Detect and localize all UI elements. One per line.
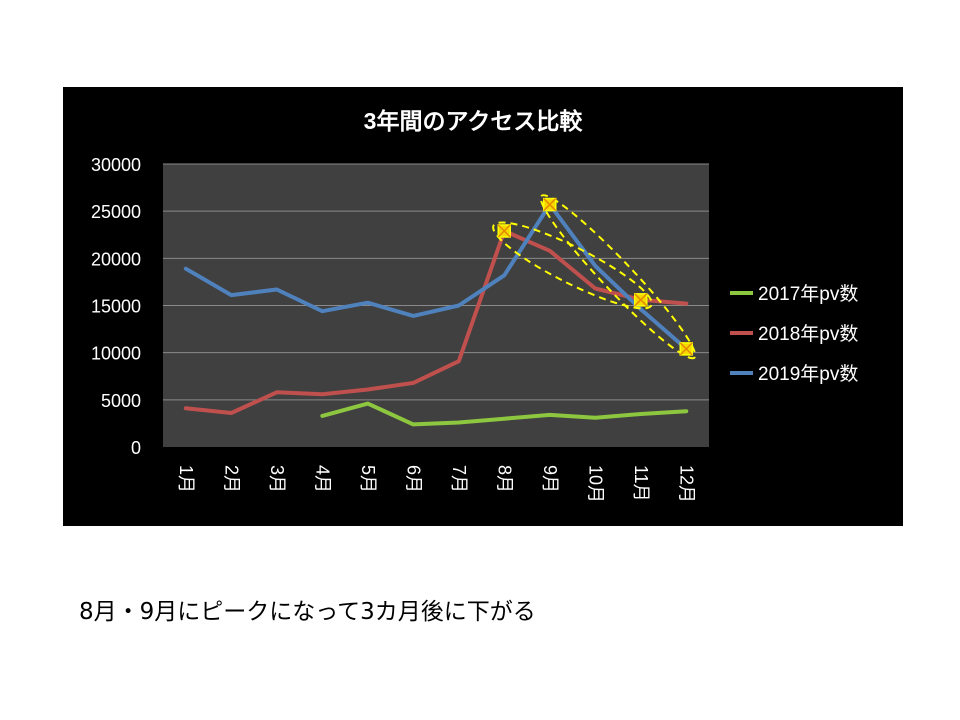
- x-tick-label: 11月: [631, 465, 651, 502]
- highlight-ellipse: [539, 194, 697, 360]
- highlight-ellipse: [492, 221, 653, 310]
- y-tick-label: 5000: [101, 391, 141, 411]
- series-line-2018年pv数: [183, 229, 689, 415]
- x-tick-label: 2月: [221, 465, 241, 493]
- highlight-marker-cross: [634, 293, 648, 307]
- x-tick-label: 8月: [494, 465, 514, 493]
- x-tick-label: 9月: [540, 465, 560, 493]
- legend-label: 2018年pv数: [758, 323, 858, 345]
- highlight-marker-cross: [679, 342, 693, 356]
- caption: 8月・9月にピークになって3カ月後に下がる: [79, 599, 536, 625]
- y-tick-label: 25000: [91, 202, 141, 222]
- x-tick-label: 4月: [312, 465, 332, 493]
- y-tick-label: 0: [131, 438, 141, 458]
- x-tick-label: 3月: [267, 465, 287, 493]
- x-tick-label: 6月: [403, 465, 423, 493]
- chart-panel: 3年間のアクセス比較 30000 25000 20000 15000 10000 5000 0…: [63, 87, 903, 526]
- x-tick-label: 7月: [449, 465, 469, 493]
- highlight-marker-cross: [543, 198, 557, 212]
- chart-title: 3年間のアクセス比較: [364, 108, 584, 134]
- y-tick-label: 15000: [91, 297, 141, 317]
- x-tick-label: 1月: [176, 465, 196, 493]
- y-tick-label: 10000: [91, 344, 141, 364]
- series-line-2019年pv数: [183, 202, 689, 351]
- x-tick-label: 5月: [358, 465, 378, 493]
- line-chart: 3年間のアクセス比較 30000 25000 20000 15000 10000 5000 0…: [91, 108, 858, 503]
- legend-label: 2019年pv数: [758, 363, 858, 385]
- legend-label: 2017年pv数: [758, 283, 858, 305]
- y-tick-label: 20000: [91, 249, 141, 269]
- y-tick-label: 30000: [91, 155, 141, 175]
- series-line-2017年pv数: [320, 401, 689, 427]
- highlight-marker-cross: [497, 224, 511, 238]
- x-tick-label: 10月: [585, 465, 605, 503]
- x-tick-label: 12月: [676, 465, 696, 503]
